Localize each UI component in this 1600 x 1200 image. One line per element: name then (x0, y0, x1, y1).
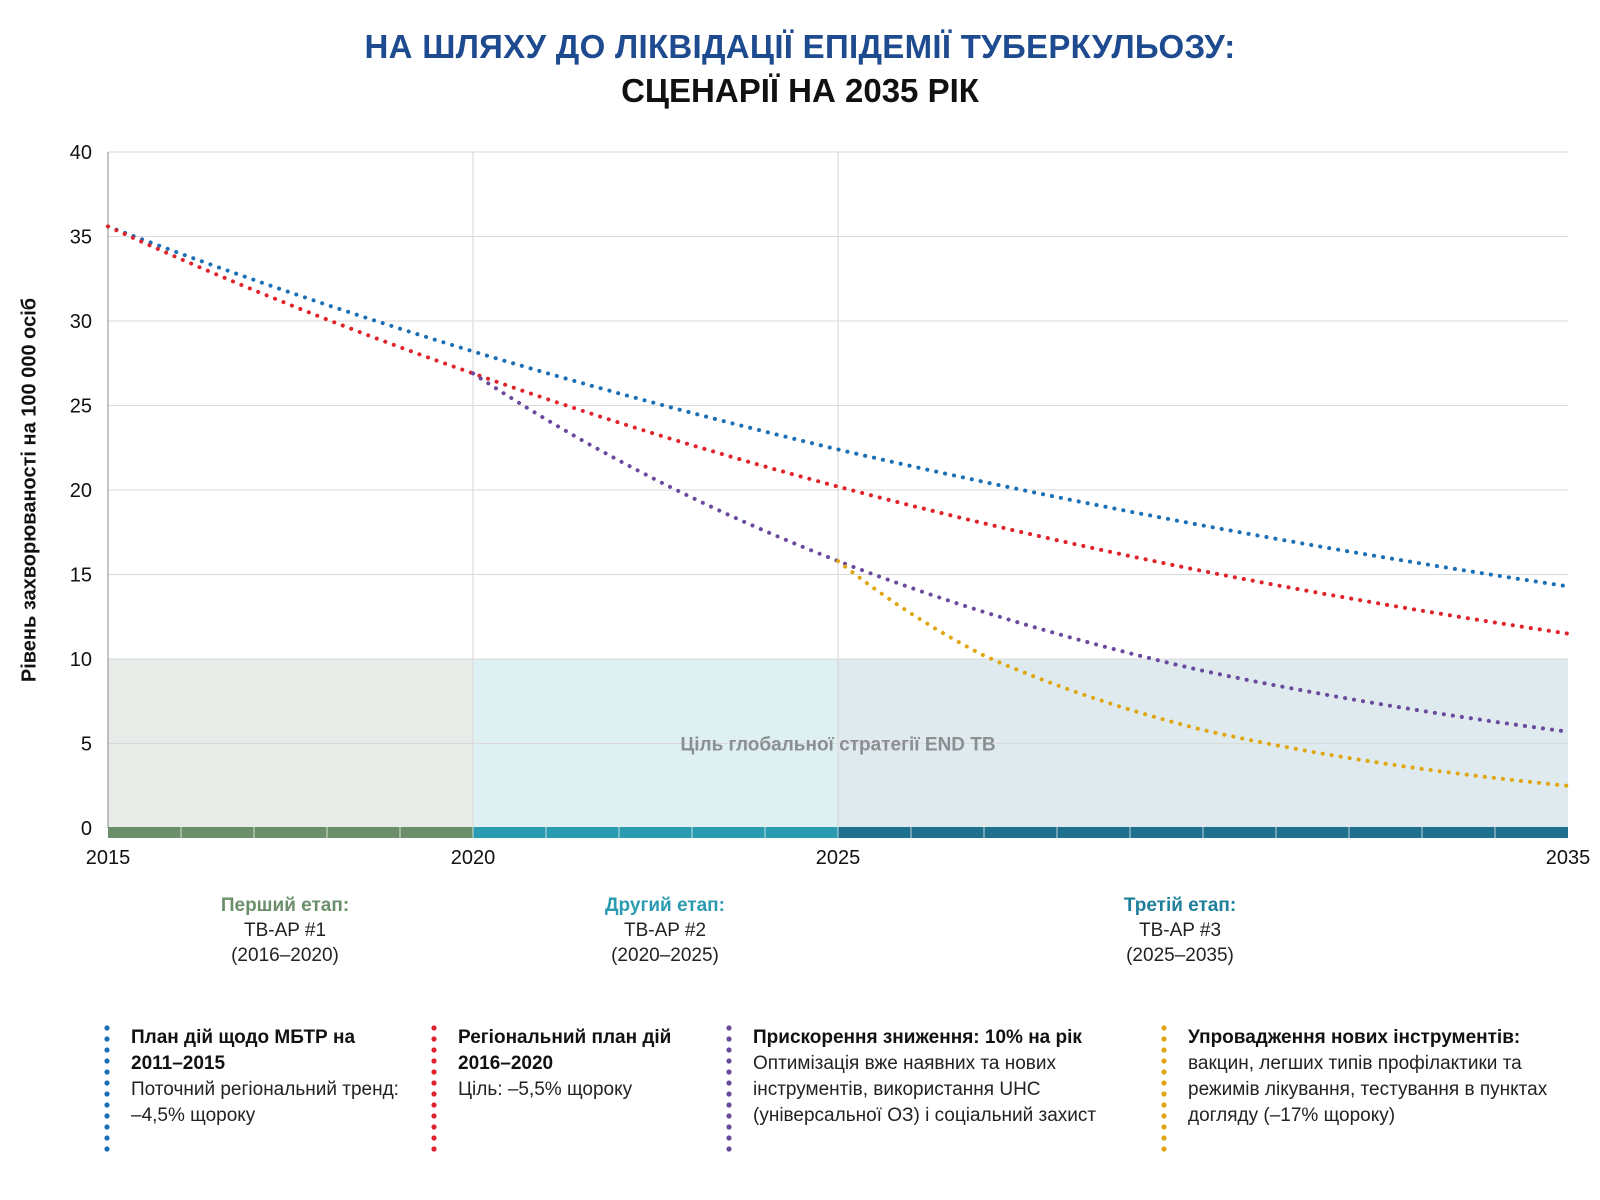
legend-text-purple: Оптимізація вже наявних та нових інструм… (753, 1053, 1097, 1126)
phase-2-years: (2020–2025) (611, 945, 719, 966)
legend-title-blue: План дій щодо МБТР на 2011–2015 (131, 1027, 356, 1074)
legend-dot (726, 1047, 732, 1053)
phase-1-years: (2016–2020) (231, 945, 339, 966)
legend-dot (104, 1058, 110, 1064)
legend-dot (104, 1036, 110, 1042)
series-line-purple (471, 371, 1570, 734)
legend-dot (726, 1102, 732, 1108)
phase-1-title: Перший етап: (220, 895, 350, 916)
legend-dot (1161, 1036, 1167, 1042)
phase-bar-segment-1 (108, 827, 473, 838)
x-tick-label: 2025 (816, 847, 861, 869)
legend-dot (1161, 1146, 1167, 1152)
legend-dot (1161, 1091, 1167, 1097)
legend-dot (1161, 1102, 1167, 1108)
y-tick-label: 25 (70, 396, 92, 418)
legend-dot (1161, 1047, 1167, 1053)
phase-1-plan: TB-AP #1 (243, 920, 327, 941)
y-tick-label: 10 (70, 649, 92, 671)
legend-dot (726, 1091, 732, 1097)
legend-dots-gold (1161, 1025, 1167, 1152)
x-tick-label: 2035 (1546, 847, 1591, 869)
legend-dot (1161, 1135, 1167, 1141)
legend-dot (1161, 1025, 1167, 1031)
y-tick-label: 40 (70, 142, 92, 164)
phase-2-title: Другий етап: (604, 895, 725, 916)
legend-dot (431, 1047, 437, 1053)
series-line-gold (836, 559, 1570, 788)
legend-dot (1161, 1124, 1167, 1130)
legend-dot (726, 1124, 732, 1130)
legend-dot (726, 1058, 732, 1064)
legend-title-purple: Прискорення зниження: 10% на рік (753, 1027, 1082, 1048)
legend-item-blue: План дій щодо МБТР на 2011–2015 Поточний… (103, 1025, 403, 1152)
legend-dot (726, 1069, 732, 1075)
legend-item-gold: Упровадження нових інструментів: вакцин,… (1160, 1025, 1570, 1152)
legend-dot (431, 1113, 437, 1119)
legend-dots-red (431, 1025, 437, 1152)
legend-dot (726, 1080, 732, 1086)
legend-dot (1161, 1113, 1167, 1119)
legend-dot (1161, 1058, 1167, 1064)
series-line-red (106, 224, 1570, 636)
legend-dots-purple (726, 1025, 732, 1152)
legend-dot (1161, 1069, 1167, 1075)
legend-dot (726, 1146, 732, 1152)
legend-dot (431, 1036, 437, 1042)
phase-2-plan: TB-AP #2 (623, 920, 707, 941)
y-tick-label: 15 (70, 565, 92, 587)
y-tick-label: 5 (81, 734, 92, 756)
phase-3: Третій етап: TB-AP #3 (2025–2035) (1030, 893, 1330, 968)
legend-dot (104, 1102, 110, 1108)
legend-dot (104, 1069, 110, 1075)
legend-dot (104, 1113, 110, 1119)
legend-dot (431, 1135, 437, 1141)
legend-dot (726, 1135, 732, 1141)
legend-dot (431, 1102, 437, 1108)
legend-dot (104, 1146, 110, 1152)
legend-dot (431, 1146, 437, 1152)
phase-1: Перший етап: TB-AP #1 (2016–2020) (135, 893, 435, 968)
legend-dot (726, 1036, 732, 1042)
title-line-1: НА ШЛЯХУ ДО ЛІКВІДАЦІЇ ЕПІДЕМІЇ ТУБЕРКУЛ… (364, 28, 1236, 65)
legend-text-red: Ціль: –5,5% щороку (458, 1079, 633, 1100)
y-tick-label: 30 (70, 311, 92, 333)
x-tick-label: 2015 (86, 847, 131, 869)
y-tick-label: 35 (70, 227, 92, 249)
phase-3-title: Третій етап: (1123, 895, 1237, 916)
legend-dot (104, 1124, 110, 1130)
x-tick-label: 2020 (451, 847, 496, 869)
phase-3-years: (2025–2035) (1126, 945, 1234, 966)
legend-item-red: Регіональний план дій 2016–2020 Ціль: –5… (430, 1025, 690, 1152)
target-band-label: Ціль глобальної стратегії END TB (680, 735, 995, 756)
legend-item-purple: Прискорення зниження: 10% на рік Оптиміз… (725, 1025, 1135, 1152)
legend-title-gold: Упровадження нових інструментів: (1188, 1027, 1521, 1048)
legend-dot (431, 1025, 437, 1031)
legend-dot (431, 1069, 437, 1075)
phase-bar-segment-2 (473, 827, 838, 838)
legend-dot (726, 1113, 732, 1119)
y-tick-label: 20 (70, 480, 92, 502)
legend-dot (1161, 1080, 1167, 1086)
chart-title: НА ШЛЯХУ ДО ЛІКВІДАЦІЇ ЕПІДЕМІЇ ТУБЕРКУЛ… (0, 28, 1600, 110)
legend-text-blue: Поточний регіональний тренд: –4,5% щорок… (131, 1079, 399, 1126)
phase-2: Другий етап: TB-AP #2 (2020–2025) (515, 893, 815, 968)
y-tick-label: 0 (81, 818, 92, 840)
legend-dot (104, 1091, 110, 1097)
legend-dot (104, 1080, 110, 1086)
phase-3-plan: TB-AP #3 (1138, 920, 1222, 941)
title-line-2: СЦЕНАРІЇ НА 2035 РІК (621, 72, 979, 109)
legend-text-gold: вакцин, легших типів профілактики та реж… (1188, 1053, 1548, 1126)
legend-title-red: Регіональний план дій 2016–2020 (458, 1027, 672, 1074)
legend-dots-blue (104, 1025, 110, 1152)
legend-dot (431, 1058, 437, 1064)
legend-dot (431, 1124, 437, 1130)
legend-dot (431, 1091, 437, 1097)
legend-dot (726, 1025, 732, 1031)
legend-dot (104, 1025, 110, 1031)
legend-dot (104, 1135, 110, 1141)
legend-dot (431, 1080, 437, 1086)
legend-dot (104, 1047, 110, 1053)
